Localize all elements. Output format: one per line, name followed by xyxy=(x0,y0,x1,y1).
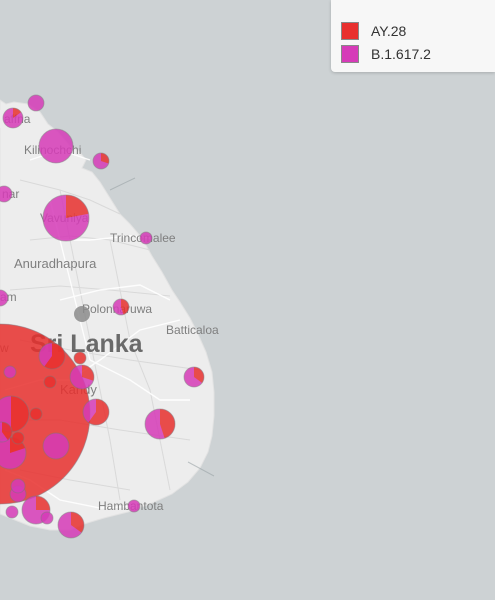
marker-galle-2-b16172-slice xyxy=(6,506,18,518)
marker-trincomalee[interactable] xyxy=(139,231,153,245)
marker-vavuniya-outline xyxy=(42,194,90,242)
marker-batticaloa-outline xyxy=(183,366,205,388)
legend-swatch-ay28 xyxy=(341,22,359,40)
marker-galle-3-outline xyxy=(40,511,54,525)
marker-west-2-b16172-slice xyxy=(4,366,16,378)
marker-ampara[interactable] xyxy=(144,408,176,440)
marker-polonnaruwa-ay28-slice xyxy=(121,299,130,315)
marker-northwest[interactable] xyxy=(2,107,24,129)
marker-west-2-outline xyxy=(3,365,17,379)
marker-west-7[interactable] xyxy=(0,421,13,443)
marker-puttalam-outline xyxy=(0,289,9,307)
marker-northwest-2-b16172-slice xyxy=(28,95,44,111)
marker-west-4-outline xyxy=(29,407,43,421)
marker-west-5-outline xyxy=(42,432,70,460)
marker-ampara-outline xyxy=(144,408,176,440)
marker-matara-outline xyxy=(57,511,85,539)
marker-polonnaruwa[interactable] xyxy=(112,298,130,316)
marker-trincomalee-outline xyxy=(139,231,153,245)
marker-polonnaruwa-grey[interactable] xyxy=(74,306,90,322)
marker-matale-outline xyxy=(73,351,87,365)
marker-northwest-ay28-slice xyxy=(13,108,22,118)
marker-matale[interactable] xyxy=(73,351,87,365)
marker-hambantota[interactable] xyxy=(127,499,141,513)
legend-label-ay28: AY.28 xyxy=(371,23,407,39)
marker-west-8-outline xyxy=(11,431,25,445)
marker-east-of-kilinochchi-ay28-slice xyxy=(101,153,109,164)
marker-ratnapura-b16172-slice xyxy=(11,479,25,493)
marker-kandy-outline xyxy=(69,364,95,390)
marker-kandy[interactable] xyxy=(69,364,95,390)
marker-west-8[interactable] xyxy=(11,431,25,445)
marker-hambantota-outline xyxy=(127,499,141,513)
marker-vavuniya[interactable] xyxy=(42,194,90,242)
marker-west-8-b16172-slice xyxy=(12,432,24,444)
marker-west-5[interactable] xyxy=(42,432,70,460)
guide-line xyxy=(187,461,215,477)
marker-vavuniya-ay28-slice xyxy=(66,195,89,218)
legend-label-b16172: B.1.617.2 xyxy=(371,46,431,62)
marker-mannar[interactable] xyxy=(0,185,13,203)
marker-matara-ay28-slice xyxy=(71,512,84,533)
guide-line xyxy=(109,177,136,191)
marker-west-3[interactable] xyxy=(0,395,30,433)
place-label-anuradhapura: Anuradhapura xyxy=(14,256,97,271)
marker-ratnapura-outline xyxy=(10,478,26,494)
marker-kilinochchi-b16172-slice xyxy=(39,129,73,163)
marker-matara[interactable] xyxy=(57,511,85,539)
marker-northwest-2[interactable] xyxy=(27,94,45,112)
marker-west-1-outline xyxy=(43,375,57,389)
marker-batticaloa[interactable] xyxy=(183,366,205,388)
marker-kurunegala[interactable] xyxy=(38,342,66,370)
marker-kandy-ay28-slice xyxy=(82,365,94,381)
marker-kurunegala-ay28-slice xyxy=(44,343,66,369)
marker-badulla[interactable] xyxy=(82,398,110,426)
marker-west-7-outline xyxy=(0,421,13,443)
marker-hambantota-b16172-slice xyxy=(128,500,140,512)
marker-galle-2[interactable] xyxy=(5,505,19,519)
marker-northwest-outline xyxy=(2,107,24,129)
marker-ratnapura[interactable] xyxy=(10,478,26,494)
marker-galle-3-b16172-slice xyxy=(41,512,53,524)
marker-mannar-b16172-slice xyxy=(0,186,12,202)
marker-kilinochchi-outline xyxy=(38,128,74,164)
marker-puttalam-b16172-slice xyxy=(0,290,8,306)
legend-item-b16172[interactable]: B.1.617.2 xyxy=(341,44,431,64)
marker-galle-2-outline xyxy=(5,505,19,519)
marker-east-of-kilinochchi[interactable] xyxy=(92,152,110,170)
marker-mannar-outline xyxy=(0,185,13,203)
marker-trincomalee-b16172-slice xyxy=(140,232,152,244)
legend-swatch-b16172 xyxy=(341,45,359,63)
marker-west-4[interactable] xyxy=(29,407,43,421)
marker-polonnaruwa-outline xyxy=(112,298,130,316)
marker-badulla-outline xyxy=(82,398,110,426)
legend-item-ay28[interactable]: AY.28 xyxy=(341,21,406,41)
marker-northwest-2-outline xyxy=(27,94,45,112)
marker-south-1-ay28-slice xyxy=(36,496,50,510)
marker-south-1-outline xyxy=(21,495,51,525)
marker-matale-b16172-slice xyxy=(74,352,86,364)
marker-galle-3[interactable] xyxy=(40,511,54,525)
marker-west-7-ay28-slice xyxy=(2,422,13,441)
marker-west-4-b16172-slice xyxy=(30,408,42,420)
marker-kilinochchi[interactable] xyxy=(38,128,74,164)
marker-west-1[interactable] xyxy=(43,375,57,389)
marker-west-2[interactable] xyxy=(3,365,17,379)
place-label-batticaloa: Batticaloa xyxy=(166,323,219,337)
marker-west-5-b16172-slice xyxy=(43,433,69,459)
marker-west-3-ay28-slice xyxy=(11,396,29,432)
marker-kurunegala-outline xyxy=(38,342,66,370)
marker-west-1-b16172-slice xyxy=(44,376,56,388)
marker-puttalam[interactable] xyxy=(0,289,9,307)
legend: AY.28 B.1.617.2 xyxy=(331,0,495,72)
marker-badulla-ay28-slice xyxy=(88,399,110,426)
marker-ampara-ay28-slice xyxy=(160,409,175,439)
marker-batticaloa-ay28-slice xyxy=(194,367,204,383)
marker-east-of-kilinochchi-outline xyxy=(92,152,110,170)
